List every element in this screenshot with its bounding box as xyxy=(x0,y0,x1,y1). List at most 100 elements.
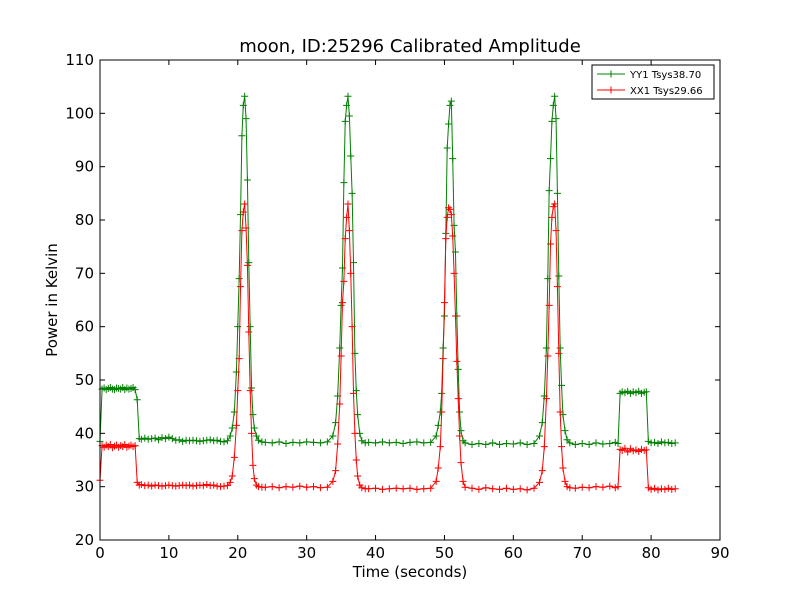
data-point xyxy=(461,439,469,447)
data-point xyxy=(456,432,464,440)
data-point xyxy=(151,481,159,489)
data-point xyxy=(651,484,659,492)
data-point xyxy=(385,439,393,447)
data-point xyxy=(661,439,669,447)
data-point xyxy=(239,101,247,109)
data-point xyxy=(258,438,266,446)
y-tick-label: 100 xyxy=(65,104,94,122)
data-point xyxy=(158,482,166,490)
data-point xyxy=(340,277,348,285)
data-point xyxy=(189,482,197,490)
x-tick-label: 60 xyxy=(504,544,523,562)
data-point xyxy=(450,269,458,277)
y-tick-label: 60 xyxy=(75,318,94,336)
data-point xyxy=(392,438,400,446)
data-point xyxy=(210,437,218,445)
data-point xyxy=(530,484,538,492)
data-point xyxy=(238,227,246,235)
data-point xyxy=(571,441,579,449)
data-point xyxy=(338,264,346,272)
data-point xyxy=(449,232,457,240)
data-point xyxy=(261,483,269,491)
data-point xyxy=(261,438,269,446)
data-point xyxy=(252,432,260,440)
data-point xyxy=(203,436,211,444)
y-tick-label: 30 xyxy=(75,478,94,496)
data-point xyxy=(365,438,373,446)
data-point xyxy=(614,439,622,447)
plot-area xyxy=(96,59,721,541)
data-point xyxy=(243,176,251,184)
y-tick-label: 80 xyxy=(75,211,94,229)
data-point xyxy=(378,438,386,446)
data-point xyxy=(332,419,340,427)
data-point xyxy=(238,132,246,140)
data-point xyxy=(516,485,524,493)
data-point xyxy=(454,395,462,403)
series-0 xyxy=(96,92,679,449)
data-point xyxy=(457,459,465,467)
data-point xyxy=(446,101,454,109)
data-point xyxy=(352,456,360,464)
data-point xyxy=(436,443,444,451)
data-point xyxy=(155,482,163,490)
data-point xyxy=(552,227,560,235)
data-point xyxy=(282,483,290,491)
data-point xyxy=(406,484,414,492)
legend-label: YY1 Tsys38.70 xyxy=(629,70,701,81)
data-point xyxy=(544,352,552,360)
data-point xyxy=(351,429,359,437)
data-point xyxy=(451,312,459,320)
y-tick-label: 70 xyxy=(75,264,94,282)
data-point xyxy=(434,464,442,472)
data-point xyxy=(344,92,352,100)
data-point xyxy=(538,419,546,427)
data-point xyxy=(475,439,483,447)
data-point xyxy=(551,92,559,100)
data-point xyxy=(210,481,218,489)
data-point xyxy=(179,481,187,489)
x-tick-label: 0 xyxy=(95,544,105,562)
data-point xyxy=(461,483,469,491)
data-point xyxy=(439,355,447,363)
data-point xyxy=(199,482,207,490)
data-point xyxy=(553,283,561,291)
data-point xyxy=(316,439,324,447)
data-point xyxy=(275,438,283,446)
data-point xyxy=(449,155,457,163)
data-point xyxy=(254,483,262,491)
legend-marker xyxy=(607,86,615,94)
data-point xyxy=(186,481,194,489)
data-point xyxy=(243,261,251,269)
axes-background xyxy=(100,60,720,540)
data-point xyxy=(555,272,563,280)
data-point xyxy=(348,189,356,197)
data-point xyxy=(354,411,362,419)
data-point xyxy=(392,484,400,492)
data-point xyxy=(489,485,497,493)
data-point xyxy=(542,344,550,352)
data-point xyxy=(456,408,464,416)
series-1 xyxy=(96,200,679,494)
data-point xyxy=(268,483,276,491)
data-point xyxy=(434,421,442,429)
data-point xyxy=(413,485,421,493)
legend: YY1 Tsys38.70 XX1 Tsys29.66 xyxy=(591,64,715,100)
data-point xyxy=(217,483,225,491)
data-point xyxy=(196,481,204,489)
data-point xyxy=(348,323,356,331)
data-point xyxy=(420,485,428,493)
data-point xyxy=(189,436,197,444)
data-point xyxy=(310,438,318,446)
data-point xyxy=(502,439,510,447)
data-point xyxy=(141,434,149,442)
data-point xyxy=(536,432,544,440)
legend-marker xyxy=(607,70,615,78)
data-point xyxy=(592,439,600,447)
data-point xyxy=(566,439,574,447)
data-point xyxy=(165,481,173,489)
data-point xyxy=(578,439,586,447)
data-point xyxy=(542,395,550,403)
data-point xyxy=(337,352,345,360)
data-point xyxy=(561,477,569,485)
